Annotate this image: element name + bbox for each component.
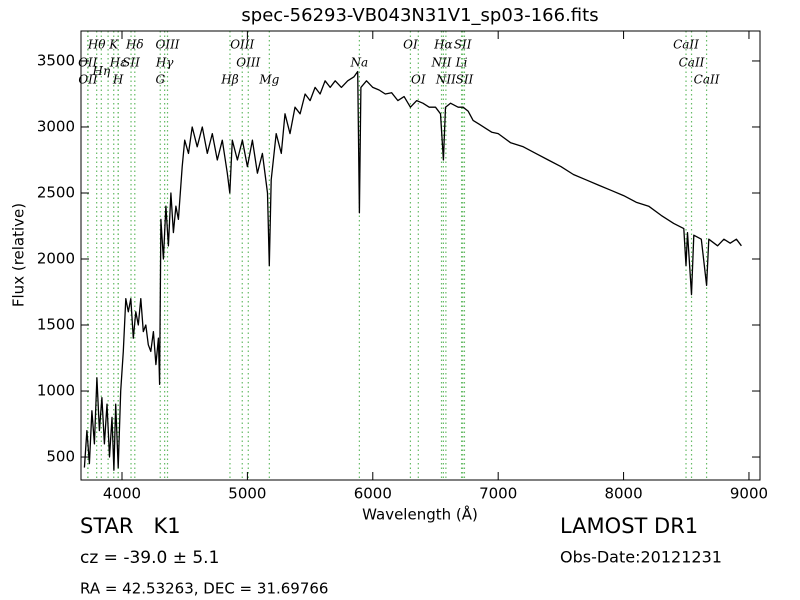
x-axis-label: Wavelength (Å) bbox=[362, 505, 478, 524]
y-tick-label: 3500 bbox=[37, 51, 75, 69]
line-label: CaII bbox=[694, 72, 720, 86]
line-label: Hη bbox=[91, 64, 110, 78]
y-axis-label: Flux (relative) bbox=[10, 203, 28, 307]
line-label: NII bbox=[431, 55, 452, 69]
line-label: OIII bbox=[236, 55, 260, 69]
line-label: Hδ bbox=[125, 37, 144, 51]
y-tick-label: 500 bbox=[46, 448, 75, 466]
x-tick-label: 9000 bbox=[730, 485, 768, 503]
line-label: K bbox=[108, 37, 119, 51]
x-tick-label: 8000 bbox=[604, 485, 642, 503]
y-tick-label: 1500 bbox=[37, 316, 75, 334]
y-tick-label: 2500 bbox=[37, 183, 75, 201]
line-label: Hγ bbox=[155, 55, 174, 69]
line-label: H bbox=[112, 72, 124, 86]
y-tick-label: 1000 bbox=[37, 382, 75, 400]
line-label: OI bbox=[411, 72, 426, 86]
line-label: CaII bbox=[673, 37, 699, 51]
line-label: G bbox=[155, 72, 165, 86]
spectrum-line bbox=[83, 70, 742, 471]
survey: LAMOST DR1 bbox=[560, 514, 698, 538]
x-tick-label: 7000 bbox=[479, 485, 517, 503]
line-label: SII bbox=[456, 72, 474, 86]
line-label: CaII bbox=[679, 55, 705, 69]
object-class: STAR K1 bbox=[80, 514, 181, 538]
line-label: SII bbox=[454, 37, 472, 51]
line-label: NII bbox=[435, 72, 456, 86]
line-label: Li bbox=[455, 55, 468, 69]
x-tick-label: 5000 bbox=[228, 485, 266, 503]
y-tick-label: 3000 bbox=[37, 117, 75, 135]
obs-date: Obs-Date:20121231 bbox=[560, 548, 722, 567]
x-tick-label: 6000 bbox=[354, 485, 392, 503]
line-label: OII bbox=[78, 55, 98, 69]
line-label: OI bbox=[403, 37, 418, 51]
redshift: cz = -39.0 ± 5.1 bbox=[80, 548, 219, 568]
chart-title: spec-56293-VB043N31V1_sp03-166.fits bbox=[241, 5, 598, 26]
line-label: OII bbox=[78, 72, 98, 86]
line-label: Hε bbox=[109, 55, 127, 69]
plot-frame bbox=[80, 30, 761, 481]
line-label: OIII bbox=[155, 37, 179, 51]
y-tick-label: 2000 bbox=[37, 249, 75, 267]
line-label: Hβ bbox=[220, 72, 238, 86]
line-label: Na bbox=[350, 55, 369, 69]
line-label: SII bbox=[122, 55, 140, 69]
coordinates: RA = 42.53263, DEC = 31.69766 bbox=[80, 580, 328, 598]
line-label: Hα bbox=[433, 37, 453, 51]
x-tick-label: 4000 bbox=[103, 485, 141, 503]
line-label: Mg bbox=[258, 72, 279, 86]
line-label: Hθ bbox=[87, 37, 106, 51]
line-label: OIII bbox=[230, 37, 254, 51]
